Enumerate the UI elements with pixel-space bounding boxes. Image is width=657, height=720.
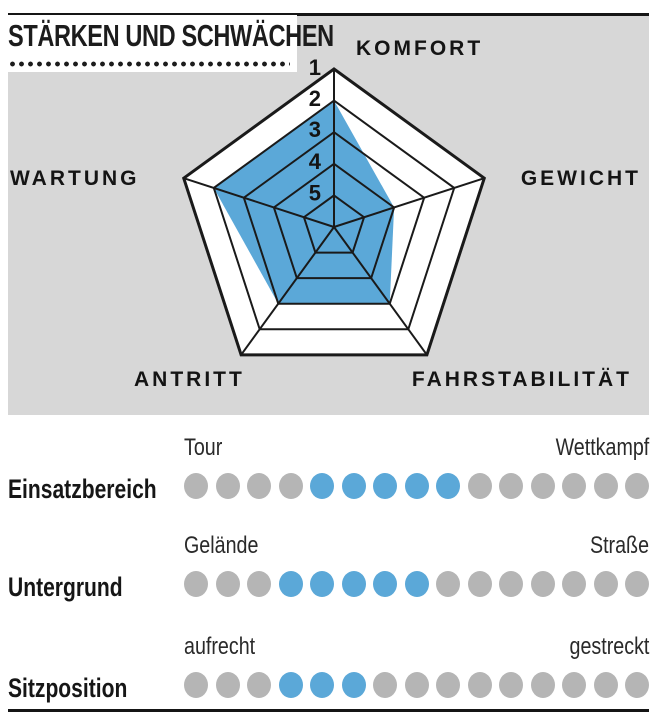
dot-scale [184,571,649,597]
rating-dot-filled [341,672,366,698]
rating-dot-filled [436,473,460,499]
scale-tick-3: 3 [309,117,321,142]
axis-label-wartung: WARTUNG [10,167,140,190]
rating-dot-empty [499,672,523,698]
rating-dot-filled [341,571,366,597]
dot-scale [184,672,649,698]
scale-end-left: aufrecht [184,633,256,660]
rating-dot-filled [373,571,397,597]
rating-dot-empty [467,571,492,597]
rating-dot-empty [215,571,240,597]
rating-dot-empty [530,672,555,698]
rating-dot-filled [404,571,429,597]
rating-row-label: Sitzposition [8,673,128,703]
dot-scale [184,473,649,499]
rating-dot-empty [593,672,618,698]
rating-dot-empty [562,672,586,698]
rating-dot-empty [467,473,492,499]
scale-tick-4: 4 [309,149,322,174]
radar-axis-line [240,226,335,356]
rating-dot-empty [530,473,555,499]
page-title: STÄRKEN UND SCHWÄCHEN [8,18,334,53]
rating-dot-empty [593,571,618,597]
scale-tick-1: 1 [309,55,321,80]
radar-axis-line [333,177,485,228]
rating-dot-empty [562,571,586,597]
axis-label-antritt: ANTRITT [134,368,245,391]
radar-axis-line [183,177,335,228]
rating-dot-empty [530,571,555,597]
top-divider [8,13,649,16]
rating-dot-empty [404,672,429,698]
rating-dot-empty [247,473,271,499]
rating-dot-filled [404,473,429,499]
rating-dot-empty [499,571,523,597]
scale-tick-5: 5 [309,181,321,206]
rating-dot-empty [215,473,240,499]
rating-dot-filled [278,571,303,597]
rating-dot-filled [310,672,334,698]
radar-panel: 1 2 3 4 5 STÄRKEN UND SCHWÄCHEN KOMFORT … [0,15,649,415]
rating-dot-empty [562,473,586,499]
bottom-divider [8,709,649,712]
radar-grid-ring-5 [302,194,366,254]
title-box: STÄRKEN UND SCHWÄCHEN [0,15,334,72]
rating-dot-empty [436,672,460,698]
rating-dot-empty [625,473,649,499]
radar-grid-ring-4 [272,162,396,280]
rating-dot-empty [278,473,303,499]
rating-dot-filled [310,571,334,597]
rating-row-einsatzbereich: Einsatzbereich Tour Wettkampf [8,434,649,526]
rating-dot-empty [184,473,208,499]
rating-dot-filled [341,473,366,499]
rating-dot-empty [436,571,460,597]
rating-row-sitzposition: Sitzposition aufrecht gestreckt [8,633,649,720]
rating-row-label: Untergrund [8,572,123,602]
rating-row-label: Einsatzbereich [8,474,157,504]
scale-end-right: Wettkampf [555,434,649,461]
rating-dot-empty [184,571,208,597]
rating-dot-empty [467,672,492,698]
radar-grid-ring-3 [242,130,426,305]
title-dotted-underline [8,61,290,67]
rating-dot-empty [593,473,618,499]
radar-chart: 1 2 3 4 5 [181,55,487,357]
scale-end-left: Gelände [184,532,259,559]
rating-dot-empty [247,571,271,597]
rating-dot-empty [215,672,240,698]
rating-dot-empty [625,672,649,698]
axis-label-fahrstabilitaet: FAHRSTABILITÄT [411,368,632,391]
axis-label-komfort: KOMFORT [356,37,484,60]
rating-dot-filled [373,473,397,499]
rating-dot-empty [499,473,523,499]
scale-end-right: Straße [589,532,649,559]
radar-grid-ring-1 [181,67,487,357]
scale-end-right: gestreckt [569,633,649,660]
rating-dot-filled [310,473,334,499]
radar-grid-ring-2 [212,99,456,331]
rating-row-untergrund: Untergrund Gelände Straße [8,532,649,624]
rating-dot-empty [373,672,397,698]
rating-dot-empty [184,672,208,698]
rating-dot-empty [247,672,271,698]
scale-end-left: Tour [184,434,223,461]
scale-tick-2: 2 [309,86,321,111]
rating-dot-empty [625,571,649,597]
radar-axis-line [333,226,428,356]
rating-dot-filled [278,672,303,698]
axis-label-gewicht: GEWICHT [520,167,641,190]
